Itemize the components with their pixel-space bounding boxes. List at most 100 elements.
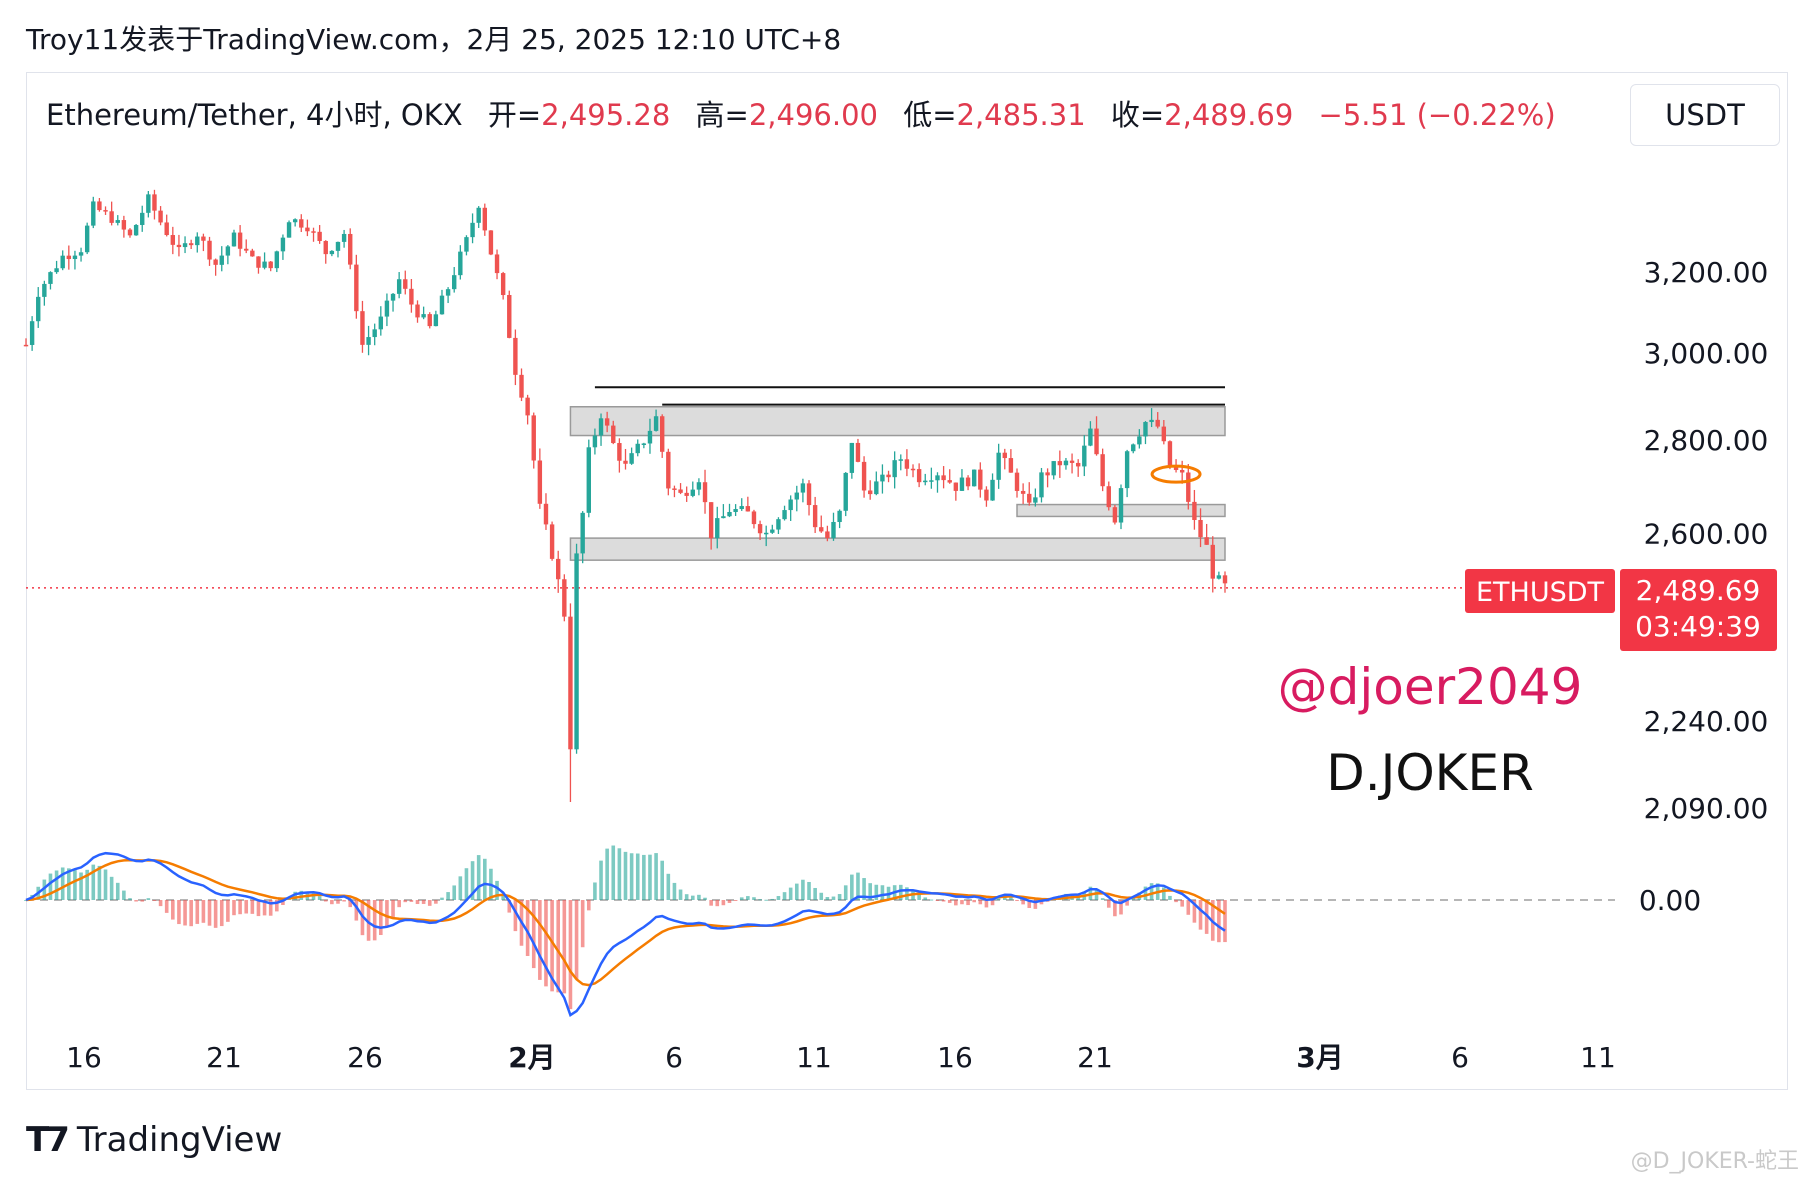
macd-histogram-bar	[403, 900, 408, 903]
candle-body	[770, 529, 775, 533]
candle-body	[929, 480, 934, 482]
macd-histogram-bar	[746, 896, 750, 900]
candle-body	[146, 194, 151, 213]
author-handle-annotation: @djoer2049	[1278, 658, 1583, 716]
candle-body	[121, 220, 127, 230]
macd-histogram-bar	[342, 900, 346, 902]
candle-body	[580, 512, 585, 554]
macd-histogram-bar	[617, 848, 622, 900]
macd-histogram-bar	[1027, 900, 1032, 908]
candle-body	[360, 311, 365, 345]
candle-body	[66, 255, 72, 260]
macd-histogram-bar	[421, 900, 426, 904]
candle-body	[702, 482, 708, 503]
candle-body	[500, 273, 506, 296]
macd-histogram-bar	[550, 900, 554, 992]
candle-body	[1002, 452, 1007, 459]
macd-histogram-bar	[293, 891, 297, 900]
macd-histogram-bar	[801, 879, 805, 900]
candle-body	[152, 194, 157, 211]
candle-body	[384, 300, 390, 317]
candle-body	[488, 230, 494, 255]
candle-body	[996, 452, 1001, 480]
candle-body	[84, 225, 90, 253]
macd-histogram-bar	[586, 900, 591, 911]
candle-body	[201, 236, 206, 241]
macd-histogram-bar	[262, 900, 267, 916]
y-tick-label: 3,200.00	[1644, 256, 1769, 289]
candle-body	[390, 293, 396, 301]
x-tick-label: 6	[1451, 1041, 1469, 1074]
macd-histogram-bar	[232, 900, 236, 916]
candle-body	[268, 261, 273, 269]
macd-histogram-bar	[788, 887, 793, 900]
candle-body	[904, 459, 910, 469]
candle-body	[653, 416, 659, 431]
macd-histogram-bar	[898, 884, 903, 900]
candle-body	[990, 479, 995, 501]
macd-histogram-bar	[721, 900, 726, 906]
x-tick-label: 6	[665, 1041, 683, 1074]
candle-body	[133, 224, 139, 236]
candle-body	[568, 616, 573, 750]
macd-histogram-bar	[843, 885, 848, 900]
candle-body	[1033, 497, 1038, 503]
macd-histogram-bar	[1149, 883, 1154, 900]
candle-body	[812, 505, 818, 528]
candle-body	[78, 252, 84, 256]
candle-body	[280, 237, 286, 252]
candle-body	[507, 295, 512, 338]
highlight-ellipse	[1150, 464, 1202, 484]
macd-histogram-bar	[348, 900, 353, 908]
macd-histogram-bar	[654, 853, 658, 900]
candle-body	[1179, 469, 1185, 473]
candle-body	[886, 474, 891, 478]
candle-body	[641, 443, 647, 445]
candle-body	[1137, 436, 1142, 445]
candle-body	[611, 425, 616, 444]
candle-body	[1106, 486, 1111, 508]
candle-body	[262, 261, 267, 268]
candle-body	[476, 207, 481, 223]
candle-body	[213, 259, 218, 265]
candle-body	[843, 472, 848, 511]
y-tick-label: 3,000.00	[1644, 337, 1769, 370]
open-label: 开=	[487, 98, 542, 132]
macd-histogram-bar	[733, 900, 738, 901]
support-resistance-zone	[569, 406, 1226, 437]
candle-body	[1198, 519, 1203, 538]
candle-body	[1161, 426, 1167, 442]
macd-histogram-bar	[103, 869, 108, 900]
macd-histogram-bar	[207, 900, 212, 926]
candle-body	[97, 201, 102, 211]
macd-histogram-bar	[177, 900, 181, 925]
candle-body	[947, 480, 952, 483]
macd-histogram-bar	[1168, 895, 1172, 900]
macd-histogram-bar	[311, 892, 316, 900]
currency-button[interactable]: USDT	[1630, 84, 1780, 146]
macd-histogram-bar	[825, 897, 830, 900]
candle-body	[1186, 472, 1191, 502]
macd-histogram-bar	[538, 900, 542, 980]
candle-body	[427, 314, 432, 327]
macd-histogram-bar	[905, 887, 909, 900]
macd-histogram-bar	[330, 900, 334, 905]
macd-histogram-bar	[115, 882, 120, 900]
candle-body	[1039, 472, 1044, 498]
macd-histogram-bar	[715, 900, 720, 907]
macd-histogram-bar	[972, 900, 976, 903]
macd-histogram-bar	[213, 900, 218, 928]
macd-histogram-bar	[807, 881, 811, 900]
candle-body	[1216, 575, 1222, 579]
candle-body	[1069, 460, 1075, 463]
candle-body	[788, 499, 793, 511]
macd-histogram-bar	[501, 894, 505, 900]
candle-body	[708, 502, 714, 539]
change-value: −5.51 (−0.22%)	[1318, 98, 1556, 132]
candle-body	[1014, 472, 1020, 491]
macd-histogram-bar	[862, 878, 866, 900]
open-value: 2,495.28	[541, 98, 671, 132]
macd-histogram-bar	[201, 900, 206, 923]
macd-histogram-bar	[256, 900, 261, 917]
